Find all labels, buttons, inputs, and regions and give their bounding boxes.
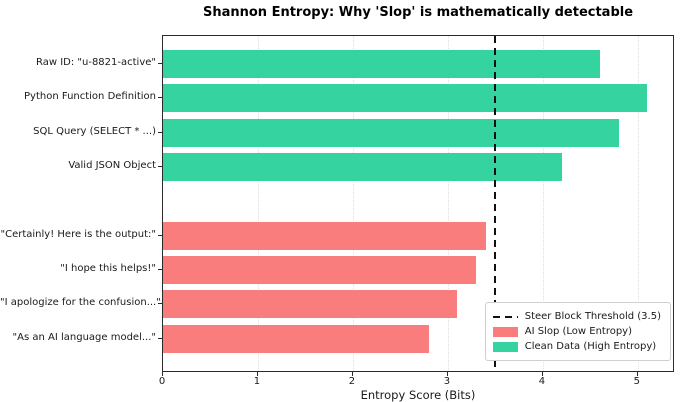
- bar-slop-2: [163, 290, 458, 319]
- bar-clean-3: [163, 152, 562, 181]
- legend-entry-threshold: Steer Block Threshold (3.5): [492, 309, 661, 324]
- gridline: [352, 36, 354, 371]
- y-tick-label: Raw ID: "u-8821-active": [35, 56, 156, 68]
- red-patch-swatch-icon: [492, 326, 518, 337]
- x-tick-label: 4: [538, 376, 546, 387]
- y-tick-label: "Certainly! Here is the output:": [0, 228, 157, 240]
- x-tick-label: 0: [158, 376, 166, 387]
- x-tick-mark: [541, 372, 543, 376]
- y-tick-mark: [158, 97, 162, 99]
- legend: Steer Block Threshold (3.5) AI Slop (Low…: [484, 302, 671, 361]
- bar-slop-1: [163, 255, 477, 284]
- y-tick-label: Valid JSON Object: [68, 159, 156, 171]
- x-tick-label: 3: [443, 376, 451, 387]
- gridline: [637, 36, 639, 371]
- bar-slop-3: [163, 324, 429, 353]
- y-tick-label: "As an AI language model...": [12, 331, 156, 343]
- x-tick-mark: [636, 372, 638, 376]
- x-tick-mark: [446, 372, 448, 376]
- plot-area: Steer Block Threshold (3.5) AI Slop (Low…: [162, 35, 674, 372]
- gridline: [447, 36, 449, 371]
- y-tick-label: "I apologize for the confusion...": [0, 297, 161, 309]
- green-patch-swatch-icon: [492, 341, 518, 352]
- legend-label: Steer Block Threshold (3.5): [524, 311, 661, 322]
- x-tick-mark: [162, 372, 163, 376]
- x-tick-mark: [256, 372, 258, 376]
- legend-entry-clean-data: Clean Data (High Entropy): [492, 339, 661, 354]
- bar-slop-0: [163, 221, 486, 250]
- x-tick-label: 5: [633, 376, 641, 387]
- y-tick-mark: [158, 165, 162, 167]
- chart-title: Shannon Entropy: Why 'Slop' is mathemati…: [202, 5, 634, 20]
- threshold-line: [494, 36, 497, 371]
- x-tick-label: 1: [253, 376, 261, 387]
- y-tick-mark: [158, 131, 162, 133]
- y-tick-label: Python Function Definition: [24, 91, 156, 103]
- gridline: [542, 36, 544, 371]
- x-tick-label: 2: [348, 376, 356, 387]
- x-axis-label: Entropy Score (Bits): [360, 388, 476, 402]
- bar-clean-1: [163, 84, 648, 113]
- y-tick-mark: [158, 337, 162, 339]
- dashed-line-swatch-icon: [492, 315, 518, 318]
- legend-label: Clean Data (High Entropy): [524, 341, 657, 352]
- legend-label: AI Slop (Low Entropy): [524, 326, 632, 337]
- gridline: [257, 36, 259, 371]
- x-tick-mark: [351, 372, 353, 376]
- y-tick-mark: [158, 234, 162, 236]
- bar-clean-0: [163, 49, 600, 78]
- y-tick-label: "I hope this helps!": [60, 262, 156, 274]
- y-tick-mark: [158, 62, 162, 64]
- bar-clean-2: [163, 118, 619, 147]
- y-tick-mark: [158, 268, 162, 270]
- y-tick-label: SQL Query (SELECT * ...): [33, 125, 156, 137]
- legend-entry-ai-slop: AI Slop (Low Entropy): [492, 324, 661, 339]
- y-tick-mark: [158, 303, 162, 305]
